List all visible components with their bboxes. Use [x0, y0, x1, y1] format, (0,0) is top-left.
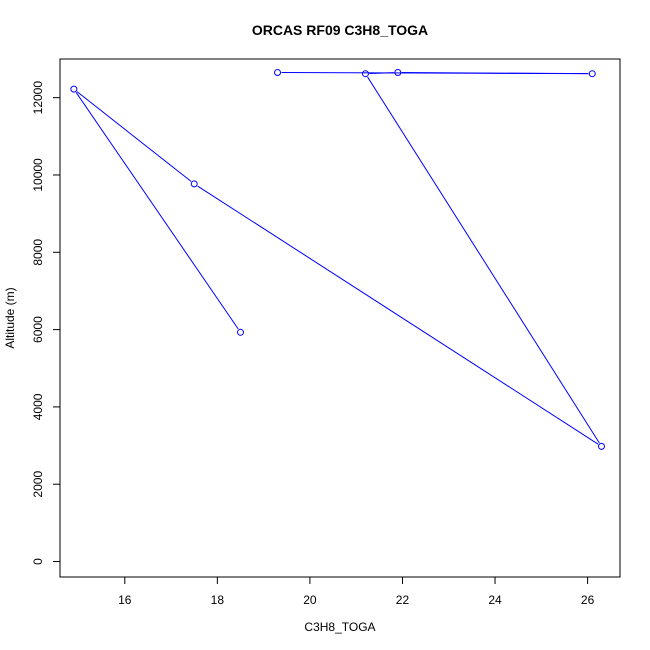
- data-point: [236, 328, 244, 336]
- data-point: [394, 69, 402, 77]
- series-line-segment: [369, 72, 394, 75]
- y-axis: 0 2000 4000 6000 8000 10000 12000: [31, 81, 61, 565]
- y-tick-label: 10000: [31, 158, 45, 192]
- series-line-segment: [76, 91, 192, 182]
- x-axis-label: C3H8_TOGA: [304, 620, 375, 634]
- series-layer: [70, 69, 605, 450]
- data-point: [274, 69, 282, 77]
- y-tick-label: 0: [31, 558, 45, 565]
- y-tick-label: 12000: [31, 81, 45, 115]
- x-tick-label: 18: [211, 593, 225, 607]
- x-tick-label: 16: [118, 593, 132, 607]
- x-tick-label: 26: [581, 593, 595, 607]
- y-tick-label: 6000: [31, 316, 45, 343]
- y-tick-label: 2000: [31, 471, 45, 498]
- x-tick-label: 22: [396, 593, 410, 607]
- data-point: [597, 442, 605, 450]
- x-tick-label: 24: [488, 593, 502, 607]
- series-line-segment: [197, 185, 599, 445]
- data-point: [361, 70, 369, 78]
- data-point: [190, 180, 198, 188]
- data-point: [588, 70, 596, 78]
- y-axis-label: Altitude (m): [3, 287, 17, 348]
- data-point: [70, 85, 78, 93]
- y-tick-label: 4000: [31, 393, 45, 420]
- chart-title: ORCAS RF09 C3H8_TOGA: [252, 22, 428, 38]
- x-axis: 16 18 20 22 24 26: [118, 576, 595, 607]
- x-tick-label: 20: [303, 593, 317, 607]
- y-tick-label: 8000: [31, 239, 45, 266]
- series-line-segment: [75, 92, 239, 330]
- series-line-segment: [401, 72, 589, 75]
- series-line-segment: [367, 76, 600, 444]
